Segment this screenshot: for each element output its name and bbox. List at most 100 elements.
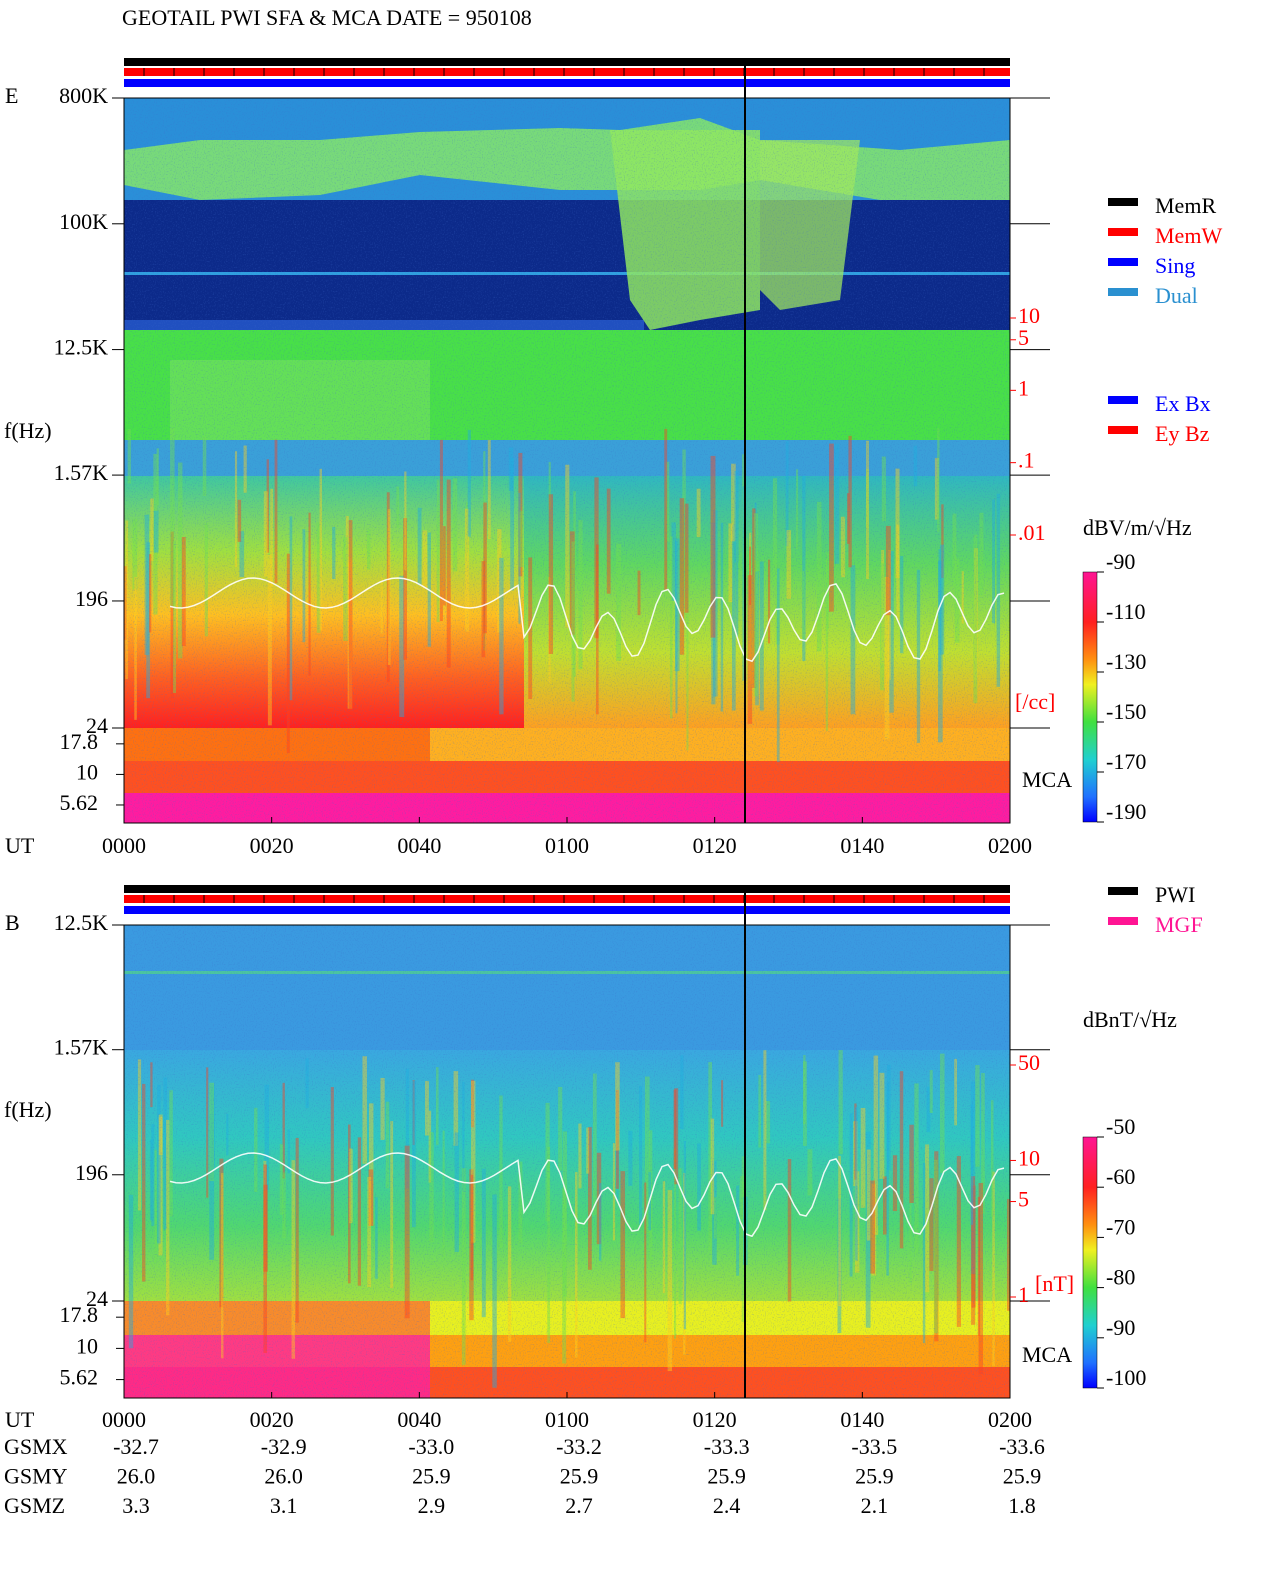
orbit-value: 26.0: [117, 1464, 156, 1489]
x-tick-label: 0100: [545, 833, 589, 858]
status-bar: [124, 885, 1010, 893]
legend-label: PWI: [1155, 882, 1195, 907]
orbit-value: 3.3: [122, 1493, 150, 1518]
orbit-value: 25.9: [412, 1464, 451, 1489]
colorbar: [1082, 1136, 1098, 1389]
y-tick-label: 24: [86, 713, 108, 738]
y-tick-label: 800K: [59, 83, 108, 108]
legend-label: MGF: [1155, 912, 1203, 937]
y2-tick-label: .1: [1018, 448, 1035, 473]
x-tick-label: 0020: [250, 1407, 294, 1432]
status-bar: [124, 68, 1010, 76]
orbit-value: 2.7: [565, 1493, 593, 1518]
orbit-value: -33.5: [851, 1434, 897, 1459]
orbit-value: -33.2: [556, 1434, 602, 1459]
colorbar-label: dBnT/√Hz: [1083, 1007, 1177, 1032]
orbit-value: 26.0: [264, 1464, 303, 1489]
mca-tick-label: 17.8: [60, 1302, 99, 1327]
x-tick-label: 0200: [988, 1407, 1032, 1432]
orbit-value: 1.8: [1008, 1493, 1036, 1518]
y2-tick-label: 1: [1018, 375, 1029, 400]
orbit-value: 25.9: [855, 1464, 894, 1489]
x-axis-label: UT: [5, 1407, 35, 1432]
y2-tick-label: 10: [1018, 1145, 1040, 1170]
legend-swatch: [1108, 396, 1138, 404]
y2-axis-label: [nT]: [1035, 1271, 1074, 1296]
y2-tick-label: 5: [1018, 325, 1029, 350]
legend-label: Sing: [1155, 253, 1195, 278]
y-tick-label: 12.5K: [54, 910, 109, 935]
legend-swatch: [1108, 917, 1138, 925]
mca-label: MCA: [1022, 1342, 1072, 1367]
status-bar: [124, 906, 1010, 914]
y-tick-label: 1.57K: [54, 1035, 109, 1060]
colorbar-label: dBV/m/√Hz: [1083, 515, 1192, 540]
mca-tick-label: 10: [76, 1333, 98, 1358]
x-tick-label: 0100: [545, 1407, 589, 1432]
y-axis-label: f(Hz): [4, 1097, 52, 1122]
chart-title: GEOTAIL PWI SFA & MCA DATE = 950108: [122, 5, 532, 30]
colorbar-tick-label: -190: [1106, 799, 1146, 824]
x-tick-label: 0000: [102, 833, 146, 858]
x-tick-label: 0020: [250, 833, 294, 858]
y2-tick-label: 5: [1018, 1187, 1029, 1212]
plasma-line: [169, 577, 1005, 663]
orbit-value: -32.9: [261, 1434, 307, 1459]
status-bar: [124, 58, 1010, 66]
orbit-value: -33.6: [999, 1434, 1045, 1459]
status-bar: [124, 79, 1010, 87]
orbit-value: 25.9: [1003, 1464, 1042, 1489]
orbit-value: 25.9: [560, 1464, 599, 1489]
y-tick-label: 1.57K: [54, 460, 109, 485]
legend-label: MemW: [1155, 223, 1222, 248]
mca-tick-label: 5.62: [60, 790, 99, 815]
y-tick-label: 12.5K: [54, 335, 109, 360]
legend-swatch: [1108, 258, 1138, 266]
colorbar-tick-label: -100: [1106, 1365, 1146, 1390]
y2-tick-label: .01: [1018, 520, 1046, 545]
legend-swatch: [1108, 228, 1138, 236]
spectrogram-noise: [124, 98, 1010, 823]
plasma-line: [169, 1152, 1005, 1238]
legend-label: Dual: [1155, 283, 1198, 308]
y-axis-label: f(Hz): [4, 418, 52, 443]
legend-swatch: [1108, 288, 1138, 296]
legend-swatch: [1108, 426, 1138, 434]
colorbar-tick-label: -70: [1106, 1214, 1135, 1239]
legend-swatch: [1108, 887, 1138, 895]
colorbar-tick-label: -90: [1106, 1315, 1135, 1340]
orbit-value: -33.0: [408, 1434, 454, 1459]
orbit-row-name: GSMY: [4, 1464, 68, 1489]
colorbar-tick-label: -150: [1106, 699, 1146, 724]
spectrogram-noise: [124, 925, 1010, 1398]
colorbar-tick-label: -130: [1106, 649, 1146, 674]
colorbar-tick-label: -170: [1106, 749, 1146, 774]
y2-tick-label: 1: [1018, 1282, 1029, 1307]
x-tick-label: 0040: [397, 833, 441, 858]
y-tick-label: 100K: [59, 209, 108, 234]
y2-axis-label: [/cc]: [1015, 689, 1055, 714]
x-tick-label: 0120: [693, 833, 737, 858]
panel-label: B: [5, 910, 20, 935]
legend-label: MemR: [1155, 193, 1216, 218]
x-tick-label: 0140: [840, 1407, 884, 1432]
y2-tick-label: 50: [1018, 1050, 1040, 1075]
orbit-row-name: GSMZ: [4, 1493, 65, 1518]
mca-tick-label: 5.62: [60, 1365, 99, 1390]
x-tick-label: 0140: [840, 833, 884, 858]
orbit-value: 3.1: [270, 1493, 298, 1518]
panel-label: E: [5, 83, 18, 108]
colorbar-tick-label: -90: [1106, 549, 1135, 574]
status-bar: [124, 895, 1010, 903]
orbit-value: 25.9: [707, 1464, 746, 1489]
mca-label: MCA: [1022, 767, 1072, 792]
colorbar: [1082, 571, 1098, 823]
orbit-value: 2.1: [861, 1493, 889, 1518]
orbit-value: -33.3: [704, 1434, 750, 1459]
y-tick-label: 196: [75, 1160, 108, 1185]
legend-swatch: [1108, 198, 1138, 206]
colorbar-tick-label: -50: [1106, 1114, 1135, 1139]
y-tick-label: 24: [86, 1286, 108, 1311]
legend-label: Ey Bz: [1155, 421, 1210, 446]
